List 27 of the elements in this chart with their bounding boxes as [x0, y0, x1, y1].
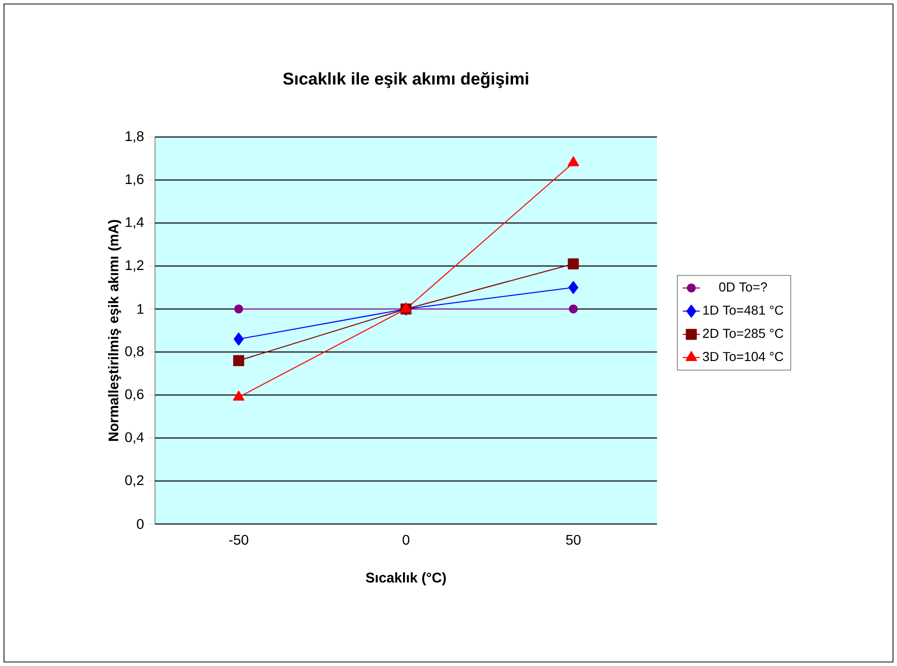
point	[234, 304, 244, 314]
chart-title: Sıcaklık ile eşik akımı değişimi	[283, 72, 528, 88]
y-tick-label: 1,6	[126, 174, 144, 186]
legend-label: 0D To=?	[719, 282, 767, 292]
point	[568, 258, 579, 270]
point	[568, 280, 578, 294]
x-tick-label: -50	[229, 534, 248, 545]
y-tick-label: 0,4	[125, 432, 144, 444]
y-axis-title: Normalleştirilmiş eşik akımı (mA)	[108, 220, 122, 441]
legend-label: 2D To=285 °C	[703, 328, 784, 338]
point	[568, 304, 578, 314]
y-tick-label: 1,8	[126, 131, 144, 143]
y-tick-label: 1,2	[126, 260, 144, 272]
legend-label: 3D To=104 °C	[702, 352, 784, 362]
y-tick-label: 0,8	[125, 346, 144, 358]
point	[234, 332, 244, 346]
point	[568, 156, 580, 166]
x-tick-label: 50	[566, 534, 581, 545]
x-tick-label: 0	[402, 534, 410, 545]
y-tick-label: 1	[137, 304, 144, 314]
y-tick-label: 1,4	[126, 217, 144, 229]
y-tick-label: 0,2	[125, 475, 144, 487]
y-tick-label: 0	[136, 519, 144, 529]
y-tick-label: 0,6	[125, 389, 144, 401]
x-axis-title: Sıcaklık (°C)	[366, 572, 446, 586]
legend-label: 1D To=481 °C	[703, 306, 784, 315]
point	[233, 355, 244, 366]
